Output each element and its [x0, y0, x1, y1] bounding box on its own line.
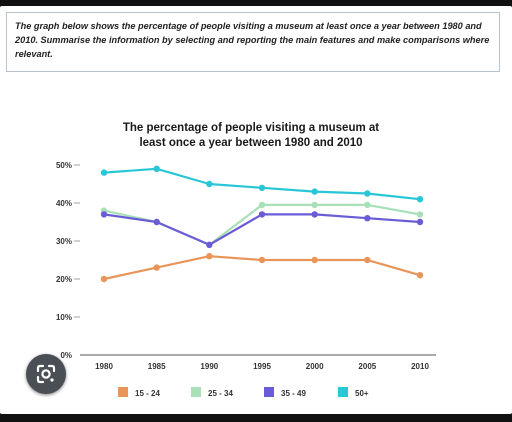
legend-label: 25 - 34	[208, 389, 233, 398]
legend-swatch	[264, 387, 274, 397]
data-point	[258, 201, 266, 209]
data-point	[258, 211, 266, 218]
data-point	[416, 272, 424, 279]
x-tick-label: 1990	[200, 362, 218, 371]
series-line	[103, 167, 421, 201]
data-point	[416, 218, 424, 226]
y-tick-label: 10%	[56, 313, 72, 322]
chart-title-line: least once a year between 1980 and 2010	[139, 137, 362, 149]
data-point	[153, 264, 160, 271]
x-tick-label: 1985	[148, 362, 166, 371]
google-lens-button[interactable]	[26, 354, 66, 394]
data-point	[311, 188, 318, 195]
data-point	[364, 201, 371, 209]
legend-swatch	[191, 387, 201, 397]
data-point	[258, 256, 266, 264]
data-point	[311, 211, 318, 218]
data-point	[416, 196, 424, 203]
data-point	[258, 184, 266, 191]
data-point	[206, 253, 213, 260]
page-frame: The graph below shows the percentage of …	[0, 6, 512, 414]
data-point	[364, 215, 371, 222]
legend-swatch	[338, 387, 348, 397]
data-point	[311, 256, 318, 264]
series-line	[103, 203, 421, 246]
y-tick-label: 30%	[56, 237, 72, 246]
data-point	[364, 256, 371, 264]
x-tick-label: 2000	[306, 362, 324, 371]
data-point	[206, 241, 213, 248]
data-point	[153, 218, 160, 226]
y-tick-label: 40%	[56, 199, 72, 208]
task-prompt: The graph below shows the percentage of …	[6, 12, 500, 72]
google-lens-icon	[36, 364, 56, 384]
x-tick-label: 2010	[411, 362, 429, 371]
legend-label: 35 - 49	[281, 389, 306, 398]
data-point	[100, 211, 108, 218]
series-line	[103, 213, 421, 246]
y-tick-label: 20%	[56, 275, 72, 284]
legend-label: 50+	[355, 389, 369, 398]
legend-swatch	[118, 387, 128, 397]
y-tick-label: 50%	[56, 161, 72, 170]
data-point	[100, 169, 108, 176]
y-tick-label: 0%	[60, 351, 72, 360]
data-point	[153, 165, 160, 172]
data-point	[311, 201, 318, 209]
legend-label: 15 - 24	[135, 389, 160, 398]
data-point	[416, 211, 424, 218]
x-tick-label: 2005	[358, 362, 376, 371]
x-tick-label: 1980	[95, 362, 113, 371]
chart-title-line: The percentage of people visiting a muse…	[123, 122, 379, 134]
data-point	[100, 275, 108, 283]
data-point	[364, 190, 371, 197]
x-tick-label: 1995	[253, 362, 271, 371]
data-point	[206, 180, 213, 188]
